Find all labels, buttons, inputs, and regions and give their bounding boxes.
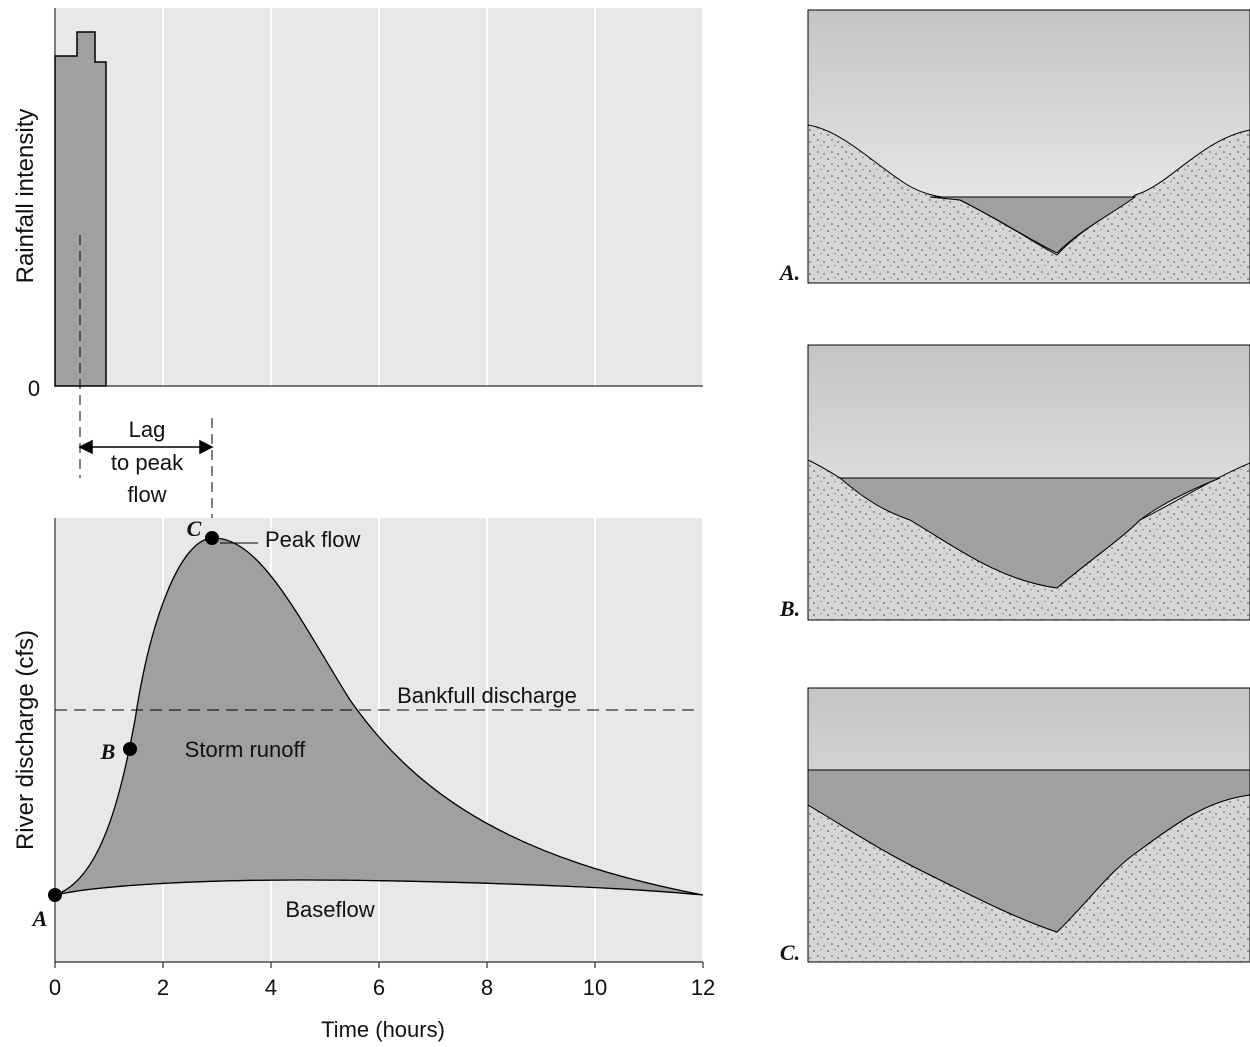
- point-label: B: [100, 739, 116, 764]
- lag-arrow: [78, 439, 214, 455]
- ground: [807, 124, 1250, 284]
- lag-label: to peak: [111, 450, 184, 475]
- lag-label: flow: [127, 482, 166, 507]
- point: [205, 531, 219, 545]
- y-zero: 0: [28, 376, 40, 401]
- x-tick-label: 0: [49, 975, 61, 1000]
- x-tick-label: 12: [691, 975, 715, 1000]
- section-label: C.: [780, 940, 800, 965]
- annotation: Peak flow: [265, 527, 360, 552]
- x-label: Time (hours): [321, 1017, 445, 1042]
- lag-label: Lag: [129, 417, 166, 442]
- point: [48, 888, 62, 902]
- point-label: A: [31, 906, 48, 931]
- baseflow-line: [54, 879, 704, 896]
- y-label: Rainfall intensity: [12, 109, 39, 284]
- water: [807, 769, 1250, 933]
- annotation: Bankfull discharge: [397, 683, 577, 708]
- x-tick-label: 6: [373, 975, 385, 1000]
- x-tick-label: 4: [265, 975, 277, 1000]
- point-label: C: [187, 516, 202, 541]
- section-label: B.: [779, 596, 800, 621]
- annotation: Storm runoff: [185, 737, 307, 762]
- point: [123, 742, 137, 756]
- x-tick-label: 8: [481, 975, 493, 1000]
- x-tick-label: 10: [583, 975, 607, 1000]
- section-label: A.: [778, 260, 800, 285]
- rainfall-bars: [54, 31, 107, 387]
- x-tick-label: 2: [157, 975, 169, 1000]
- annotation: Baseflow: [285, 897, 374, 922]
- water: [929, 196, 1137, 254]
- water: [838, 477, 1221, 589]
- y-label: River discharge (cfs): [12, 630, 39, 850]
